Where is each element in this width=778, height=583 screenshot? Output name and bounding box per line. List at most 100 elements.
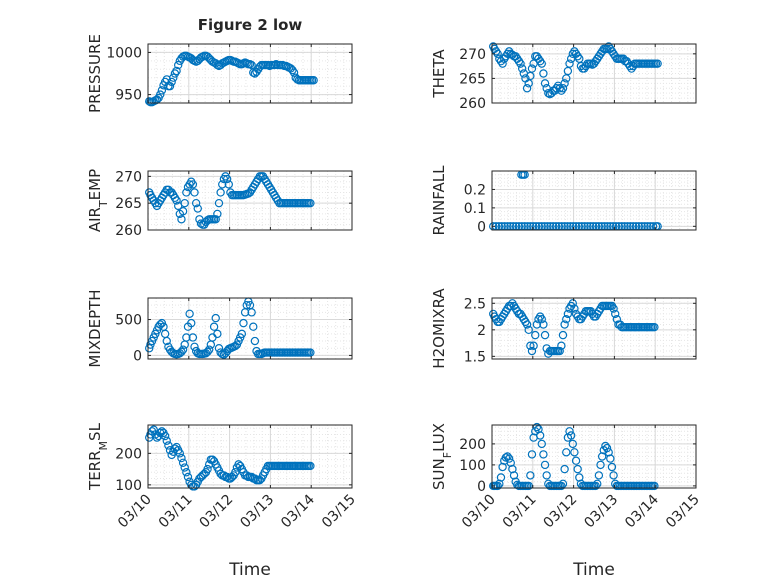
data-point — [650, 481, 659, 491]
y-tick-label: 0 — [133, 348, 142, 364]
x-tick-label: 03/13 — [581, 492, 621, 532]
y-axis-label: THETA — [430, 49, 448, 99]
data-point — [289, 68, 299, 77]
data-series — [145, 297, 315, 359]
data-point — [213, 329, 222, 339]
data-point — [526, 471, 535, 480]
data-point — [498, 59, 507, 68]
data-point — [653, 59, 662, 68]
x-tick-label: 03/10 — [459, 492, 499, 532]
y-tick-label: 0.1 — [464, 201, 486, 217]
data-point — [193, 204, 202, 213]
data-point — [609, 471, 618, 480]
subplot-terr_msl: 100 200 03/10 03/11 03/12 03/13 03/14 03/15 TERR… — [86, 422, 359, 531]
data-point — [557, 86, 566, 95]
data-point — [529, 341, 538, 350]
x-tick-label: 03/13 — [237, 492, 277, 532]
data-point — [560, 464, 569, 474]
data-series — [489, 422, 659, 491]
data-point — [173, 60, 183, 70]
data-point — [177, 215, 186, 224]
data-point — [191, 198, 201, 208]
data-point — [562, 315, 571, 324]
data-point — [222, 174, 232, 184]
data-point — [540, 79, 550, 88]
subplot-sun_flux: 0 100 200 03/10 03/11 03/12 03/13 03/14 03/15 SUN… — [430, 422, 703, 532]
y-axis-label: TERRMSL — [86, 422, 110, 491]
data-point — [164, 441, 173, 450]
axes-box — [147, 424, 353, 489]
y-tick-label: 265 — [459, 71, 486, 87]
data-point — [558, 330, 568, 340]
data-point — [542, 471, 551, 480]
data-point — [177, 453, 186, 463]
y-tick-label: 2 — [477, 323, 486, 339]
data-point — [650, 322, 659, 332]
data-point — [606, 454, 615, 463]
data-point — [216, 188, 225, 197]
data-point — [571, 456, 581, 465]
data-point — [539, 69, 548, 78]
data-point — [570, 448, 579, 457]
data-point — [165, 81, 175, 91]
data-point — [563, 309, 573, 319]
data-series — [489, 42, 662, 99]
data-point — [602, 44, 612, 54]
data-point — [516, 59, 525, 68]
y-tick-label: 100 — [115, 478, 142, 494]
data-point — [175, 449, 185, 458]
data-point — [601, 441, 610, 451]
data-point — [591, 481, 600, 491]
subplot-theta: 260 265 270 THETA — [430, 42, 697, 112]
data-point — [568, 439, 577, 449]
data-point — [540, 460, 550, 470]
data-point — [177, 347, 186, 357]
data-point — [178, 458, 188, 467]
data-point — [160, 431, 170, 441]
data-point — [552, 84, 561, 93]
y-tick-label: 260 — [115, 223, 142, 239]
data-point — [570, 304, 579, 313]
data-point — [565, 427, 574, 436]
data-point — [162, 436, 171, 445]
axes-box — [491, 170, 697, 231]
data-point — [503, 452, 512, 461]
data-point — [180, 198, 189, 208]
data-point — [527, 450, 537, 459]
y-tick-label: 0 — [477, 219, 486, 235]
data-point — [190, 188, 199, 197]
data-point — [560, 320, 569, 329]
data-point — [180, 463, 189, 472]
data-point — [609, 304, 618, 313]
data-point — [203, 347, 212, 357]
data-point — [562, 448, 571, 457]
data-series — [145, 172, 315, 229]
data-point — [524, 325, 533, 335]
axes-box — [491, 424, 697, 489]
data-point — [514, 57, 524, 66]
data-point — [526, 341, 535, 350]
data-point — [522, 84, 532, 93]
x-tick-label: 03/15 — [663, 492, 703, 532]
axes-box — [147, 43, 353, 104]
data-point — [539, 320, 548, 329]
data-point — [568, 49, 577, 59]
subplot-h2omixra: 1.5 2 2.5 H2OMIXRA — [430, 288, 697, 369]
data-point — [250, 336, 260, 346]
data-point — [540, 330, 550, 340]
x-tick-label: 03/12 — [541, 492, 581, 532]
y-tick-label: 2.5 — [464, 296, 486, 312]
subplot-rainfall: 0 0.1 0.2 RAINFALL — [430, 165, 697, 235]
data-point — [182, 333, 191, 342]
subplot-air_temp: 260 265 270 AIRTEMP — [86, 169, 353, 239]
y-axis-label: MIXDEPTH — [86, 289, 104, 367]
data-point — [188, 180, 198, 189]
axes-box — [147, 297, 353, 360]
y-tick-label: 200 — [115, 446, 142, 462]
data-point — [188, 333, 198, 342]
data-point — [178, 345, 188, 354]
axes-box — [147, 170, 353, 231]
x-tick-label: 03/11 — [500, 492, 540, 532]
data-point — [211, 313, 220, 323]
